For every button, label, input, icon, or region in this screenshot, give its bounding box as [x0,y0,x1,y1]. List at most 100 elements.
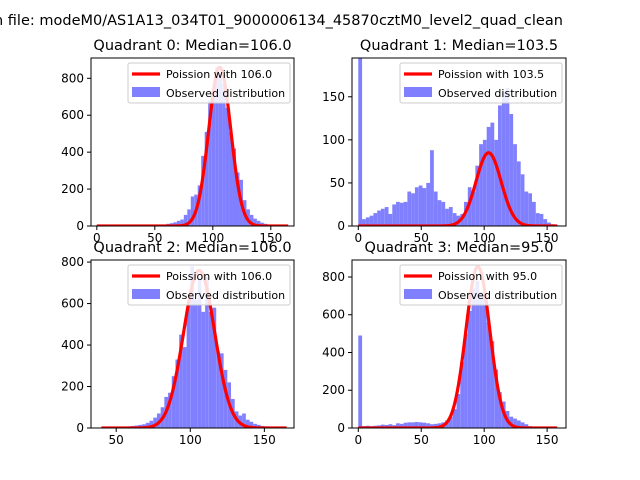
histogram-bar [490,122,495,226]
x-tick-label: 150 [536,433,559,447]
histogram-bar [445,208,449,226]
histogram-bar [422,422,427,428]
y-tick-label: 100 [322,133,345,147]
histogram-bar [168,392,172,428]
histogram-bar [218,78,223,226]
histogram-bar [380,424,385,428]
histogram-bar [407,191,412,226]
subplot-quadrant-0: Quadrant 0: Median=106.0 0 50 100 150 0 200 400… [61,38,295,245]
histogram-bar [411,193,415,226]
subplot-quadrant-1: Quadrant 1: Median=103.5 0 50 100 150 0 50 100 1… [322,38,567,245]
histogram-bar [539,213,544,226]
x-tick-label: 150 [259,231,282,245]
legend-fit-label: Poission with 95.0 [438,270,537,283]
y-tick-label: 400 [322,345,345,359]
y-tick-label: 400 [61,145,84,159]
histogram-bar [482,295,487,428]
histogram-bar [433,423,438,428]
histogram-bar [187,209,191,226]
histogram-bar [516,161,521,226]
histogram-bar [535,213,540,226]
x-tick-label: 100 [179,433,202,447]
histogram-bar [197,278,202,428]
subplot-grid: Quadrant 0: Median=106.0 0 50 100 150 0 200 400… [61,38,567,447]
histogram-bar [171,376,176,428]
histogram-bar [524,424,529,428]
histogram-bar [448,416,453,428]
x-tick-label: 50 [109,433,124,447]
histogram-bar [175,359,180,428]
legend-fit-label: Poission with 103.5 [438,68,544,81]
histogram-bar [153,417,157,428]
histogram-bar [403,201,408,226]
legend-observed-label: Observed distribution [166,289,285,302]
histogram-bar [422,188,427,226]
histogram-bar [430,424,434,428]
y-tick-label: 600 [61,297,84,311]
histogram-bar [516,420,521,428]
legend-observed-swatch [404,289,432,299]
histogram-bar [452,409,457,428]
axes-frame [351,57,567,227]
histogram-bar [229,131,233,226]
x-tick-label: 100 [201,231,224,245]
x-tick-label: 150 [253,433,276,447]
histogram-bar [380,208,385,226]
histogram-bar [407,422,412,428]
histogram-bar [219,353,224,428]
histogram-bar [414,421,419,428]
histogram-bar [249,421,254,428]
x-tick-label: 0 [93,231,101,245]
histogram-bar [208,100,212,226]
histogram-bar [403,422,408,428]
legend-observed-label: Observed distribution [438,87,557,100]
histogram-bar [418,185,423,226]
histogram-bar [399,202,404,226]
histogram-bar [223,369,228,428]
histogram-bar [384,207,389,226]
histogram-bar [524,191,529,226]
histogram-bar [186,303,191,428]
axes-frame [90,57,295,227]
y-tick-label: 600 [322,308,345,322]
histogram-bar [456,394,461,428]
histogram-bar [471,288,476,428]
subplot-title: Quadrant 0: Median=106.0 [93,38,291,54]
x-tick-label: 0 [354,433,362,447]
histogram-bar [452,213,457,226]
subplot-title: Quadrant 1: Median=103.5 [360,38,558,54]
histogram-bar [547,222,551,226]
histogram-bar [501,92,506,226]
y-tick-label: 0 [337,421,345,435]
legend-observed-label: Observed distribution [166,87,285,100]
axes-frame [90,259,295,429]
histogram-bar [467,310,472,428]
y-tick-label: 150 [322,90,345,104]
legend-observed-swatch [404,87,432,97]
plot-area [357,58,559,226]
histogram-bar [486,322,491,428]
y-tick-label: 200 [322,383,345,397]
histogram-bar [358,58,363,226]
histogram-bar [249,214,254,226]
histogram-bar [149,420,154,428]
x-tick-label: 100 [473,433,496,447]
histogram-bar [528,193,533,226]
legend: Poission with 95.0 Observed distribution [399,264,563,306]
subplot-title: Quadrant 2: Median=106.0 [93,240,291,256]
histogram-bar [426,423,431,428]
histogram-bar [498,392,502,428]
histogram-bar [242,413,246,428]
figure-title: n file: modeM0/AS1A13_034T01_9000006134_… [0,13,563,29]
y-tick-label: 200 [61,380,84,394]
x-tick-label: 50 [414,231,429,245]
histogram-bar [205,276,209,428]
histogram-bar [479,292,483,428]
histogram-bar [179,334,183,428]
histogram-bar [513,144,517,226]
poisson-fit-line [357,151,559,226]
legend-observed-swatch [132,289,160,299]
histogram-bar [388,213,393,226]
histogram-bar [369,215,374,226]
histogram-bar [411,422,415,428]
